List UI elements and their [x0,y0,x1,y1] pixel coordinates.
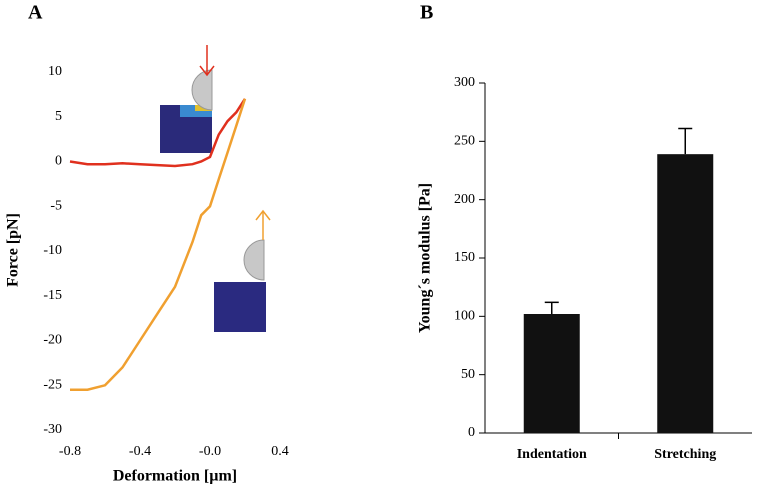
y-tick-label: -15 [43,288,62,303]
inset-bottom [214,209,271,332]
x-tick-label: -0.0 [199,444,221,459]
x-tick-label: Indentation [517,447,587,462]
y-tick-label: 300 [454,75,475,90]
x-tick-label: Stretching [654,447,716,462]
y-tick-label: 100 [454,309,475,324]
y-tick-label: 200 [454,192,475,207]
y-tick-label: 0 [55,154,62,169]
data-line [70,98,247,391]
y-tick-label: 150 [454,250,475,265]
panel-label: B [420,2,433,24]
y-tick-label: 5 [55,109,62,124]
bar [523,314,580,433]
inset-top [160,45,215,153]
panel-label: A [28,2,43,24]
y-tick-label: -25 [43,377,62,392]
y-tick-label: -30 [43,422,62,437]
x-axis-label: Deformation [µm] [113,468,237,485]
y-tick-label: 10 [48,64,62,79]
y-tick-label: -20 [43,333,62,348]
x-tick-label: -0.8 [59,444,81,459]
bar [657,154,714,433]
y-tick-label: 250 [454,134,475,149]
y-tick-label: -10 [43,243,62,258]
x-tick-label: 0.4 [271,444,289,459]
y-axis-label: Young´s modulus [Pa] [417,183,434,333]
y-tick-label: -5 [50,198,62,213]
y-axis-label: Force [pN] [5,213,22,287]
x-tick-label: -0.4 [129,444,151,459]
y-tick-label: 0 [468,425,475,440]
data-line [69,98,247,168]
y-tick-label: 50 [461,367,475,382]
